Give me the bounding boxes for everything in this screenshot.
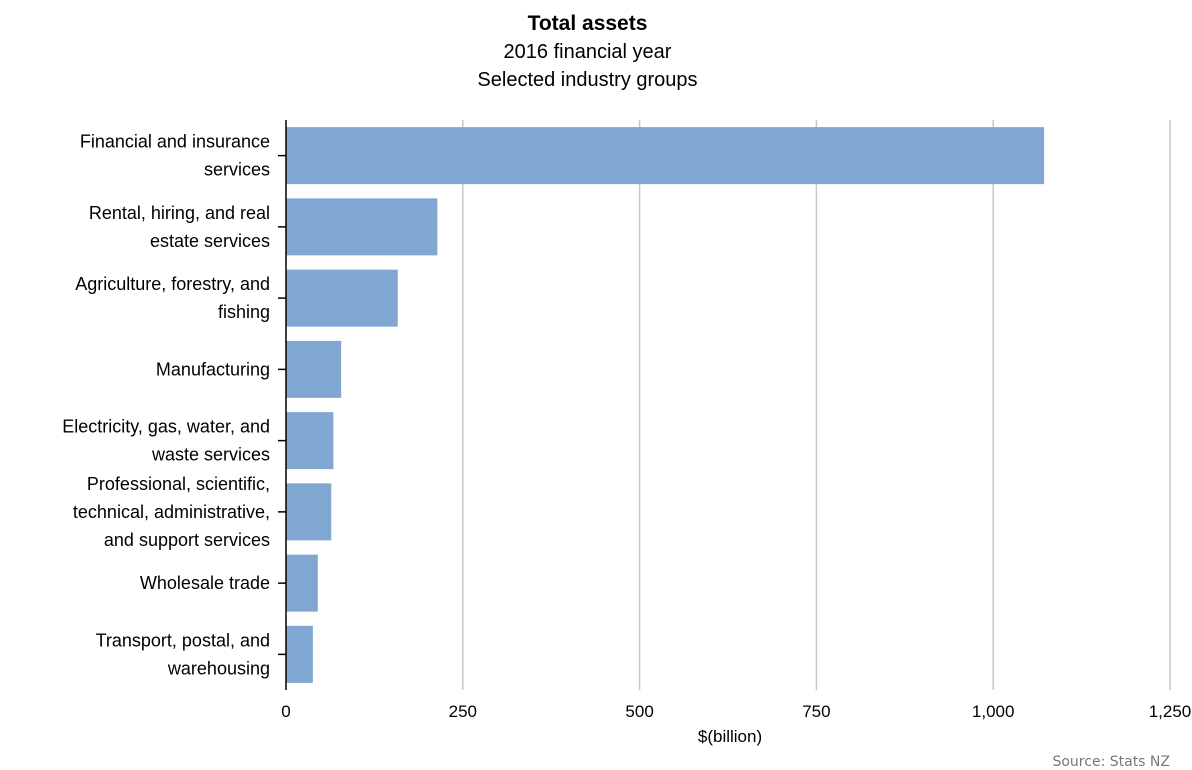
category-label-line: Professional, scientific, [87, 474, 270, 494]
category-label: Financial and insurance services [80, 132, 270, 180]
x-tick-label: 750 [802, 702, 830, 721]
category-label: Electricity, gas, water, and waste servic… [62, 417, 270, 465]
x-tick-label: 1,000 [972, 702, 1015, 721]
category-label-line: Transport, postal, and [96, 630, 270, 650]
axes [278, 120, 287, 690]
bar [286, 127, 1045, 185]
category-label-line: services [204, 160, 270, 180]
x-tick-label: 500 [625, 702, 653, 721]
category-label: Wholesale trade [140, 573, 270, 593]
category-label-line: Rental, hiring, and real [89, 203, 270, 223]
category-label: Rental, hiring, and real estate services [89, 203, 270, 251]
category-label-line: Financial and insurance [80, 132, 270, 152]
category-label-line: Electricity, gas, water, and [62, 417, 270, 437]
category-label: Manufacturing [156, 359, 270, 379]
category-label-line: and support services [104, 530, 270, 550]
category-label: Transport, postal, and warehousing [96, 630, 270, 678]
chart-title-block: Total assets 2016 financial year Selecte… [0, 10, 1175, 94]
chart-title: Total assets [527, 12, 648, 35]
category-label-line: Agriculture, forestry, and [75, 274, 270, 294]
category-label-line: Manufacturing [156, 359, 270, 379]
chart-subtitle-2: Selected industry groups [477, 69, 698, 91]
x-tick-label: 250 [449, 702, 477, 721]
bar [286, 198, 438, 256]
category-label-line: Wholesale trade [140, 573, 270, 593]
chart-subtitle-1: 2016 financial year [503, 41, 672, 63]
category-label-line: waste services [151, 445, 270, 465]
bar [286, 554, 318, 612]
category-label: Professional, scientific, technical, admi… [73, 474, 270, 550]
gridlines [462, 120, 1171, 690]
x-tick-labels: 0 250 500 750 1,000 1,250 [281, 702, 1191, 721]
bar [286, 340, 342, 398]
bar [286, 412, 334, 470]
category-label-line: fishing [218, 302, 270, 322]
x-axis-title: $(billion) [698, 727, 762, 746]
category-label-line: warehousing [167, 658, 270, 678]
category-label: Agriculture, forestry, and fishing [75, 274, 270, 322]
x-tick-label: 1,250 [1149, 702, 1192, 721]
category-label-line: technical, administrative, [73, 502, 270, 522]
bar [286, 269, 398, 327]
source-note: Source: Stats NZ [1052, 754, 1170, 770]
x-tick-label: 0 [281, 702, 290, 721]
bar [286, 483, 332, 541]
bars [286, 127, 1045, 683]
category-label-line: estate services [150, 231, 270, 251]
category-labels: Financial and insurance services Rental, h… [62, 132, 270, 679]
bar [286, 625, 313, 683]
